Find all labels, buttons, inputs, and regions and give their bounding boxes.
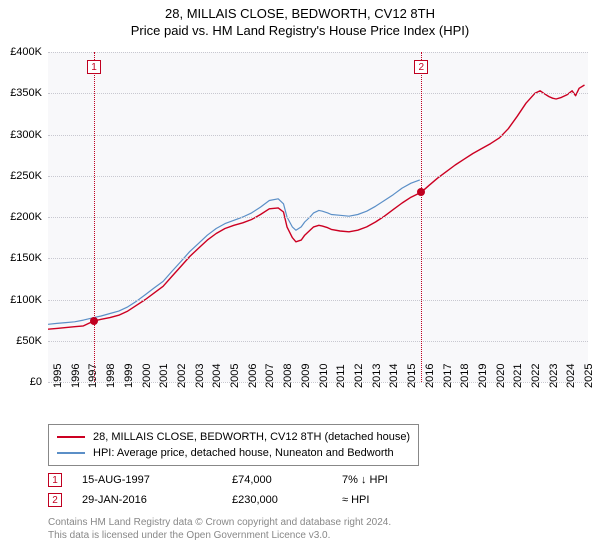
y-tick-label: £400K — [0, 46, 42, 58]
x-tick-label: 2013 — [371, 364, 383, 388]
marker-price-1: £74,000 — [232, 474, 342, 486]
x-tick-label: 1995 — [52, 364, 64, 388]
grid-line-h — [48, 52, 588, 53]
marker-flag-1: 1 — [48, 473, 62, 487]
legend: 28, MILLAIS CLOSE, BEDWORTH, CV12 8TH (d… — [48, 424, 419, 466]
x-tick-label: 2018 — [459, 364, 471, 388]
legend-swatch-2 — [57, 452, 85, 454]
x-tick-label: 2003 — [194, 364, 206, 388]
marker-row-2: 2 29-JAN-2016 £230,000 ≈ HPI — [48, 490, 432, 510]
grid-line-h — [48, 217, 588, 218]
x-tick-label: 2020 — [495, 364, 507, 388]
x-tick-label: 2004 — [211, 364, 223, 388]
footer-line-1: Contains HM Land Registry data © Crown c… — [48, 516, 391, 529]
x-tick-label: 2022 — [530, 364, 542, 388]
y-tick-label: £300K — [0, 129, 42, 141]
y-tick-label: £150K — [0, 252, 42, 264]
y-tick-label: £0 — [0, 376, 42, 388]
legend-swatch-1 — [57, 436, 85, 438]
marker-price-2: £230,000 — [232, 494, 342, 506]
x-tick-label: 1998 — [105, 364, 117, 388]
x-tick-label: 2002 — [176, 364, 188, 388]
y-tick-label: £250K — [0, 170, 42, 182]
x-tick-label: 2005 — [229, 364, 241, 388]
grid-line-h — [48, 176, 588, 177]
legend-label-2: HPI: Average price, detached house, Nune… — [93, 447, 394, 459]
series-line — [48, 85, 585, 329]
y-tick-label: £350K — [0, 87, 42, 99]
marker-flag: 2 — [414, 60, 428, 74]
marker-change-2: ≈ HPI — [342, 494, 432, 506]
chart-plot-area: £0£50K£100K£150K£200K£250K£300K£350K£400… — [48, 52, 588, 382]
marker-flag-2: 2 — [48, 493, 62, 507]
x-tick-label: 2017 — [442, 364, 454, 388]
series-line — [48, 180, 420, 324]
x-tick-label: 2008 — [282, 364, 294, 388]
footer-line-2: This data is licensed under the Open Gov… — [48, 529, 391, 542]
marker-date-1: 15-AUG-1997 — [82, 474, 232, 486]
grid-line-h — [48, 300, 588, 301]
title-block: 28, MILLAIS CLOSE, BEDWORTH, CV12 8TH Pr… — [0, 0, 600, 38]
grid-line-h — [48, 93, 588, 94]
marker-date-2: 29-JAN-2016 — [82, 494, 232, 506]
grid-line-h — [48, 258, 588, 259]
marker-dot — [90, 317, 98, 325]
x-tick-label: 2014 — [388, 364, 400, 388]
footer-attribution: Contains HM Land Registry data © Crown c… — [48, 516, 391, 542]
y-tick-label: £100K — [0, 294, 42, 306]
x-tick-label: 2000 — [141, 364, 153, 388]
title-main: 28, MILLAIS CLOSE, BEDWORTH, CV12 8TH — [0, 6, 600, 21]
y-tick-label: £200K — [0, 211, 42, 223]
x-tick-label: 2019 — [477, 364, 489, 388]
marker-flag: 1 — [87, 60, 101, 74]
legend-label-1: 28, MILLAIS CLOSE, BEDWORTH, CV12 8TH (d… — [93, 431, 410, 443]
grid-line-h — [48, 135, 588, 136]
title-sub: Price paid vs. HM Land Registry's House … — [0, 23, 600, 38]
x-tick-label: 2015 — [406, 364, 418, 388]
x-tick-label: 2025 — [583, 364, 595, 388]
x-tick-label: 2023 — [548, 364, 560, 388]
chart-container: 28, MILLAIS CLOSE, BEDWORTH, CV12 8TH Pr… — [0, 0, 600, 560]
marker-vline — [421, 52, 422, 382]
marker-row-1: 1 15-AUG-1997 £74,000 7% ↓ HPI — [48, 470, 432, 490]
x-tick-label: 2012 — [353, 364, 365, 388]
x-tick-label: 2024 — [565, 364, 577, 388]
x-tick-label: 1999 — [123, 364, 135, 388]
marker-dot — [417, 188, 425, 196]
x-tick-label: 2009 — [300, 364, 312, 388]
legend-item-1: 28, MILLAIS CLOSE, BEDWORTH, CV12 8TH (d… — [57, 429, 410, 445]
marker-change-1: 7% ↓ HPI — [342, 474, 432, 486]
legend-item-2: HPI: Average price, detached house, Nune… — [57, 445, 410, 461]
markers-table: 1 15-AUG-1997 £74,000 7% ↓ HPI 2 29-JAN-… — [48, 470, 432, 510]
x-tick-label: 2007 — [264, 364, 276, 388]
grid-line-h — [48, 341, 588, 342]
x-tick-label: 2016 — [424, 364, 436, 388]
marker-vline — [94, 52, 95, 382]
x-tick-label: 2010 — [318, 364, 330, 388]
x-tick-label: 2001 — [158, 364, 170, 388]
x-tick-label: 2021 — [512, 364, 524, 388]
x-tick-label: 2006 — [247, 364, 259, 388]
x-tick-label: 2011 — [335, 364, 347, 388]
x-tick-label: 1996 — [70, 364, 82, 388]
y-tick-label: £50K — [0, 335, 42, 347]
